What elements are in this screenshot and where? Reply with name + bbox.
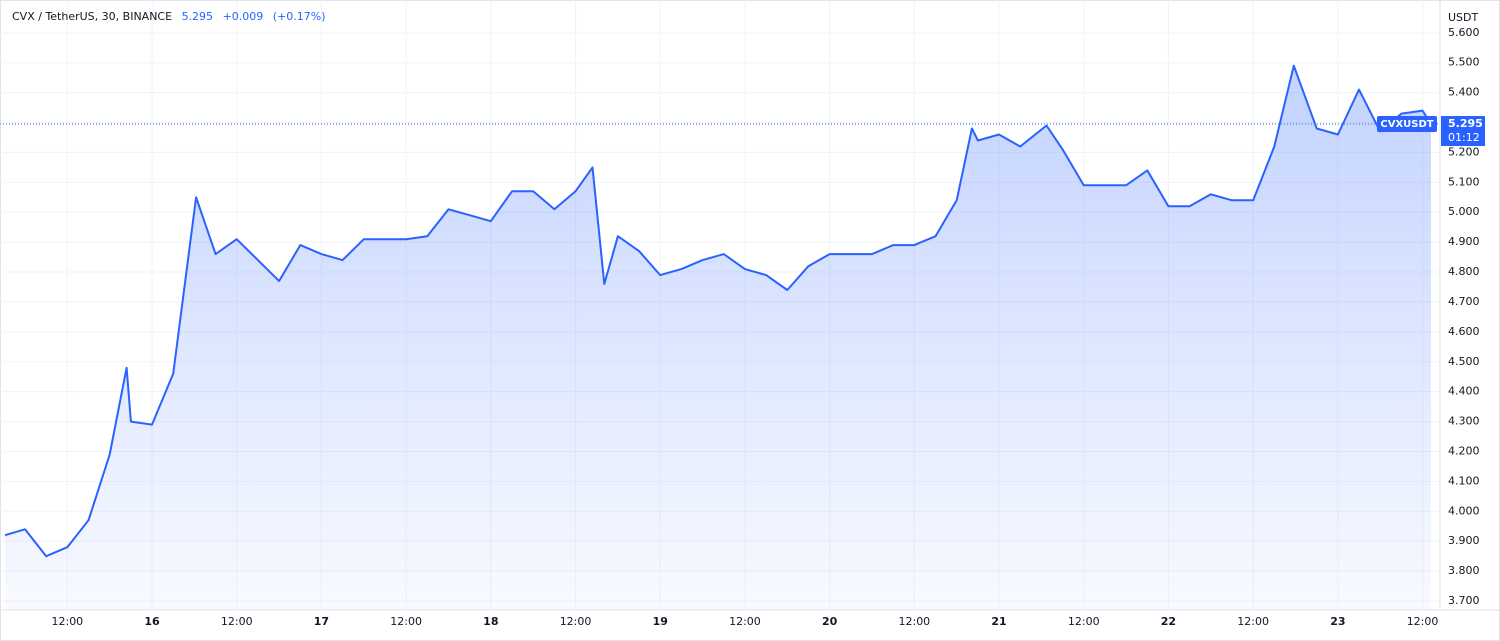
symbol-label-box (1377, 116, 1437, 133)
price: 5.295 (181, 10, 214, 23)
price-line (4, 64, 1432, 558)
change: +0.009 (222, 10, 264, 23)
x-tick-label: 16 (144, 615, 160, 628)
axis-unit: USDT (1448, 11, 1479, 24)
y-tick-label: 4.500 (1448, 355, 1480, 368)
y-tick-label: 3.800 (1448, 564, 1480, 577)
y-tick-label: 4.000 (1448, 504, 1480, 517)
y-tick-label: 5.400 (1448, 86, 1480, 99)
y-tick-label: 5.100 (1448, 175, 1480, 188)
y-tick-label: 4.200 (1448, 444, 1480, 457)
x-tick-label: 20 (822, 615, 838, 628)
x-tick-label: 12:00 (1407, 615, 1439, 628)
x-tick-label: 12:00 (1237, 615, 1269, 628)
y-tick-label: 4.300 (1448, 415, 1480, 428)
y-tick-label: 4.800 (1448, 265, 1480, 278)
y-tick-label: 3.900 (1448, 534, 1480, 547)
y-tick-label: 5.500 (1448, 56, 1480, 69)
x-tick-label: 12:00 (221, 615, 253, 628)
symbol-title: CVX / TetherUS, 30, BINANCE (12, 10, 173, 23)
x-tick-label: 12:00 (560, 615, 592, 628)
x-tick-label: 17 (314, 615, 329, 628)
x-tick-label: 12:00 (1068, 615, 1100, 628)
y-tick-label: 4.700 (1448, 295, 1480, 308)
y-tick-label: 4.400 (1448, 385, 1480, 398)
x-tick-label: 12:00 (729, 615, 761, 628)
price-label-box (1441, 116, 1485, 147)
x-tick-label: 19 (653, 615, 668, 628)
y-tick-label: 5.000 (1448, 205, 1480, 218)
y-tick-label: 5.200 (1448, 145, 1480, 158)
countdown-label: 01:12 (1448, 131, 1480, 144)
header: CVX / TetherUS, 30, BINANCE 5.295 +0.009… (12, 10, 332, 23)
price-label: 5.295 (1448, 117, 1483, 130)
y-tick-label: 5.600 (1448, 26, 1480, 39)
area-fill (5, 65, 1431, 610)
x-tick-label: 12:00 (898, 615, 930, 628)
change-pct: (+0.17%) (272, 10, 326, 23)
symbol-label: CVXUSDT (1380, 119, 1433, 130)
y-tick-label: 3.700 (1448, 594, 1480, 607)
x-tick-label: 12:00 (390, 615, 422, 628)
x-tick-label: 21 (991, 615, 1006, 628)
x-tick-label: 23 (1330, 615, 1345, 628)
y-tick-label: 4.600 (1448, 325, 1480, 338)
x-tick-label: 18 (483, 615, 498, 628)
x-tick-label: 12:00 (51, 615, 83, 628)
y-tick-label: 4.900 (1448, 235, 1480, 248)
x-tick-label: 22 (1161, 615, 1176, 628)
y-tick-label: 4.100 (1448, 474, 1480, 487)
